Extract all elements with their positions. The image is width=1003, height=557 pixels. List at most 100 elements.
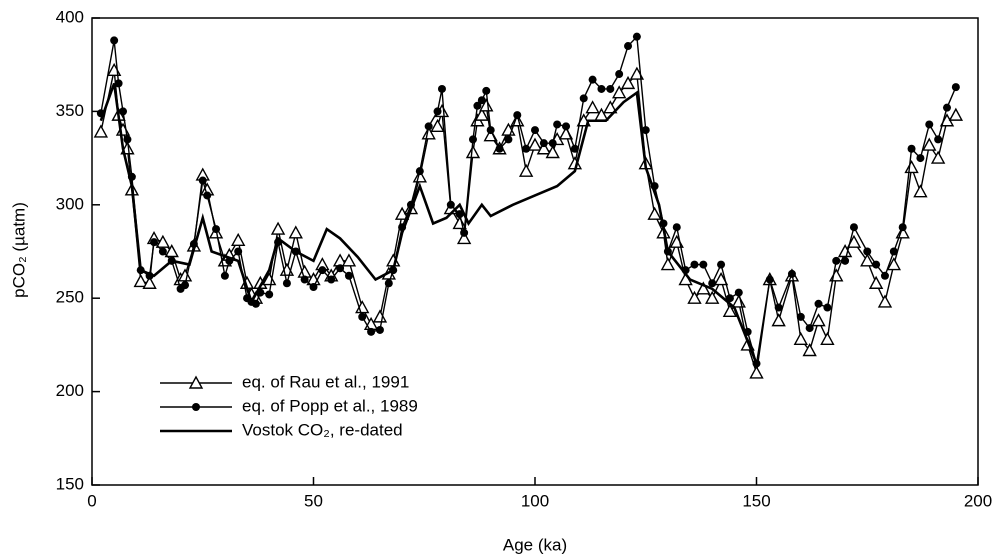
circle-marker [832, 256, 841, 265]
circle-marker [212, 225, 221, 234]
circle-marker [699, 260, 708, 269]
triangle-marker [585, 100, 600, 114]
circle-marker [468, 135, 477, 144]
circle-marker [641, 126, 650, 135]
triangle-marker [647, 206, 662, 220]
circle-marker [181, 281, 190, 290]
y-tick-label: 250 [56, 288, 84, 307]
triangle-marker [536, 141, 552, 155]
triangle-marker [705, 290, 720, 304]
triangle-marker [545, 145, 560, 159]
circle-marker [734, 288, 743, 297]
y-tick-label: 200 [56, 381, 84, 400]
circle-marker [774, 303, 783, 312]
circle-marker [615, 70, 624, 79]
circle-marker [632, 32, 641, 41]
triangle-marker [341, 253, 357, 267]
triangle-marker [829, 268, 844, 282]
triangle-marker [430, 118, 445, 133]
circle-marker [437, 84, 446, 93]
triangle-marker [660, 257, 676, 271]
circle-marker [123, 135, 132, 144]
circle-marker [531, 126, 539, 135]
circle-marker [925, 120, 934, 129]
circle-marker [192, 403, 200, 411]
legend-label: eq. of Popp et al., 1989 [242, 396, 418, 415]
circle-marker [203, 191, 212, 200]
triangle-marker [603, 100, 618, 114]
circle-marker [486, 126, 495, 135]
circle-marker [384, 279, 393, 288]
circle-marker [898, 223, 907, 232]
circle-marker [889, 247, 898, 256]
circle-marker [318, 266, 327, 275]
circle-marker [849, 223, 858, 232]
triangle-marker [93, 124, 109, 138]
circle-marker [880, 271, 889, 280]
y-tick-label: 300 [56, 194, 84, 213]
circle-marker [150, 238, 159, 247]
circle-marker [309, 282, 318, 291]
circle-marker [672, 223, 681, 232]
circle-marker [553, 120, 562, 129]
x-tick-label: 100 [521, 491, 549, 510]
triangle-marker [177, 268, 193, 282]
circle-marker [495, 144, 504, 153]
circle-marker [872, 260, 881, 269]
circle-marker [513, 111, 522, 120]
x-tick-label: 50 [304, 491, 323, 510]
y-axis-label: pCO₂ (µatm) [9, 202, 28, 298]
triangle-marker [518, 163, 534, 177]
circle-marker [375, 325, 384, 334]
circle-marker [455, 210, 464, 219]
circle-marker [863, 247, 872, 256]
circle-marker [624, 42, 633, 51]
circle-marker [251, 299, 260, 308]
circle-marker [234, 247, 243, 256]
circle-marker [300, 275, 309, 284]
circle-marker [367, 327, 376, 336]
circle-marker [433, 107, 442, 116]
x-tick-label: 0 [87, 491, 96, 510]
circle-marker [765, 275, 774, 284]
triangle-marker [421, 126, 436, 140]
circle-marker [823, 303, 832, 312]
circle-marker [220, 271, 229, 280]
triangle-marker [930, 150, 946, 164]
triangle-marker [133, 273, 148, 288]
circle-marker [570, 144, 579, 153]
circle-marker [158, 247, 167, 256]
x-axis-label: Age (ka) [503, 535, 567, 554]
triangle-marker [479, 98, 494, 112]
triangle-marker [877, 294, 893, 308]
triangle-marker [288, 225, 303, 239]
y-tick-label: 400 [56, 7, 84, 26]
triangle-marker [913, 184, 928, 198]
circle-marker [265, 290, 274, 299]
triangle-marker [868, 275, 884, 289]
circle-marker [424, 122, 433, 131]
triangle-marker [846, 234, 862, 248]
triangle-marker [474, 107, 490, 121]
triangle-marker [922, 137, 937, 151]
circle-marker [119, 107, 128, 116]
circle-marker [327, 275, 336, 284]
circle-marker [282, 279, 291, 288]
circle-marker [907, 144, 916, 153]
circle-marker [473, 101, 482, 110]
circle-marker [358, 312, 367, 321]
series-line [100, 70, 957, 374]
circle-marker [579, 94, 588, 103]
triangle-marker [465, 145, 481, 159]
y-tick-label: 150 [56, 474, 84, 493]
circle-marker [446, 200, 455, 209]
circle-marker [415, 167, 424, 176]
circle-marker [841, 256, 850, 265]
circle-marker [114, 79, 123, 88]
triangle-marker [456, 230, 472, 245]
circle-marker [548, 139, 557, 148]
series-line [99, 82, 758, 365]
circle-marker [787, 269, 796, 278]
triangle-marker [620, 75, 636, 90]
triangle-marker [188, 375, 204, 389]
